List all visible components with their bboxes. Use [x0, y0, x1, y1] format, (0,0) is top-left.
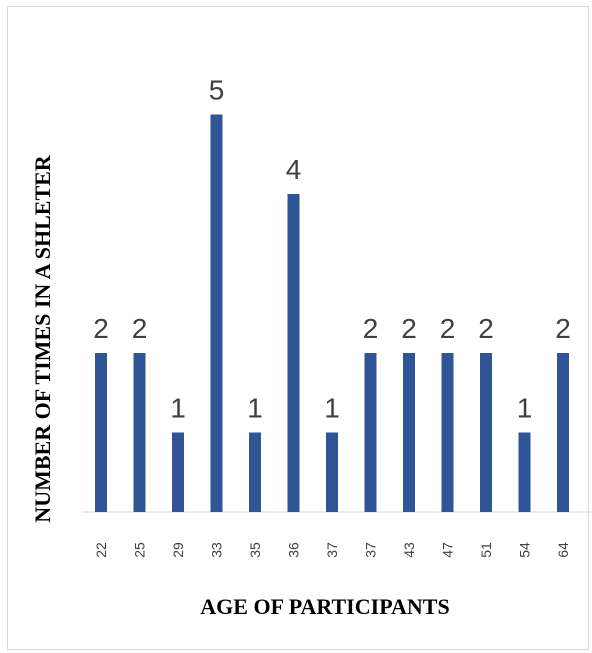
bar [133, 353, 146, 512]
bar [441, 353, 454, 512]
x-tick-label: 37 [324, 542, 340, 558]
bar [326, 432, 338, 512]
data-label: 2 [363, 313, 379, 344]
data-label: 2 [555, 313, 571, 344]
data-label: 2 [440, 313, 456, 344]
data-label: 1 [247, 393, 263, 424]
data-label: 4 [286, 154, 302, 185]
data-label: 2 [401, 313, 417, 344]
x-tick-label: 25 [132, 542, 148, 558]
data-label: 2 [132, 313, 148, 344]
data-label: 2 [478, 313, 494, 344]
data-label: 1 [324, 393, 340, 424]
bar [557, 353, 569, 512]
bar [364, 353, 377, 512]
x-tick-label: 22 [93, 542, 109, 558]
x-tick-label: 54 [517, 542, 533, 558]
data-label: 5 [209, 75, 225, 106]
x-tick-label: 33 [209, 542, 225, 558]
y-axis-title: NUMBER OF TIMES IN A SHLETER [30, 154, 55, 522]
x-tick-label: 64 [555, 542, 571, 558]
x-tick-label: 51 [478, 542, 494, 558]
x-tick-label: 37 [363, 542, 379, 558]
bar [480, 353, 492, 512]
bar [210, 114, 223, 512]
data-label: 1 [170, 393, 186, 424]
x-axis-title: AGE OF PARTICIPANTS [200, 594, 449, 619]
bar [403, 353, 415, 512]
x-tick-label: 35 [247, 542, 263, 558]
bar [95, 353, 107, 512]
x-tick-label: 36 [286, 542, 302, 558]
data-label: 2 [93, 313, 109, 344]
bar [249, 432, 261, 512]
bar [172, 432, 184, 512]
data-label: 1 [517, 393, 533, 424]
x-tick-label: 47 [440, 542, 456, 558]
x-tick-label: 29 [170, 542, 186, 558]
bar [518, 432, 531, 512]
bar [287, 194, 300, 512]
x-tick-label: 43 [401, 542, 417, 558]
